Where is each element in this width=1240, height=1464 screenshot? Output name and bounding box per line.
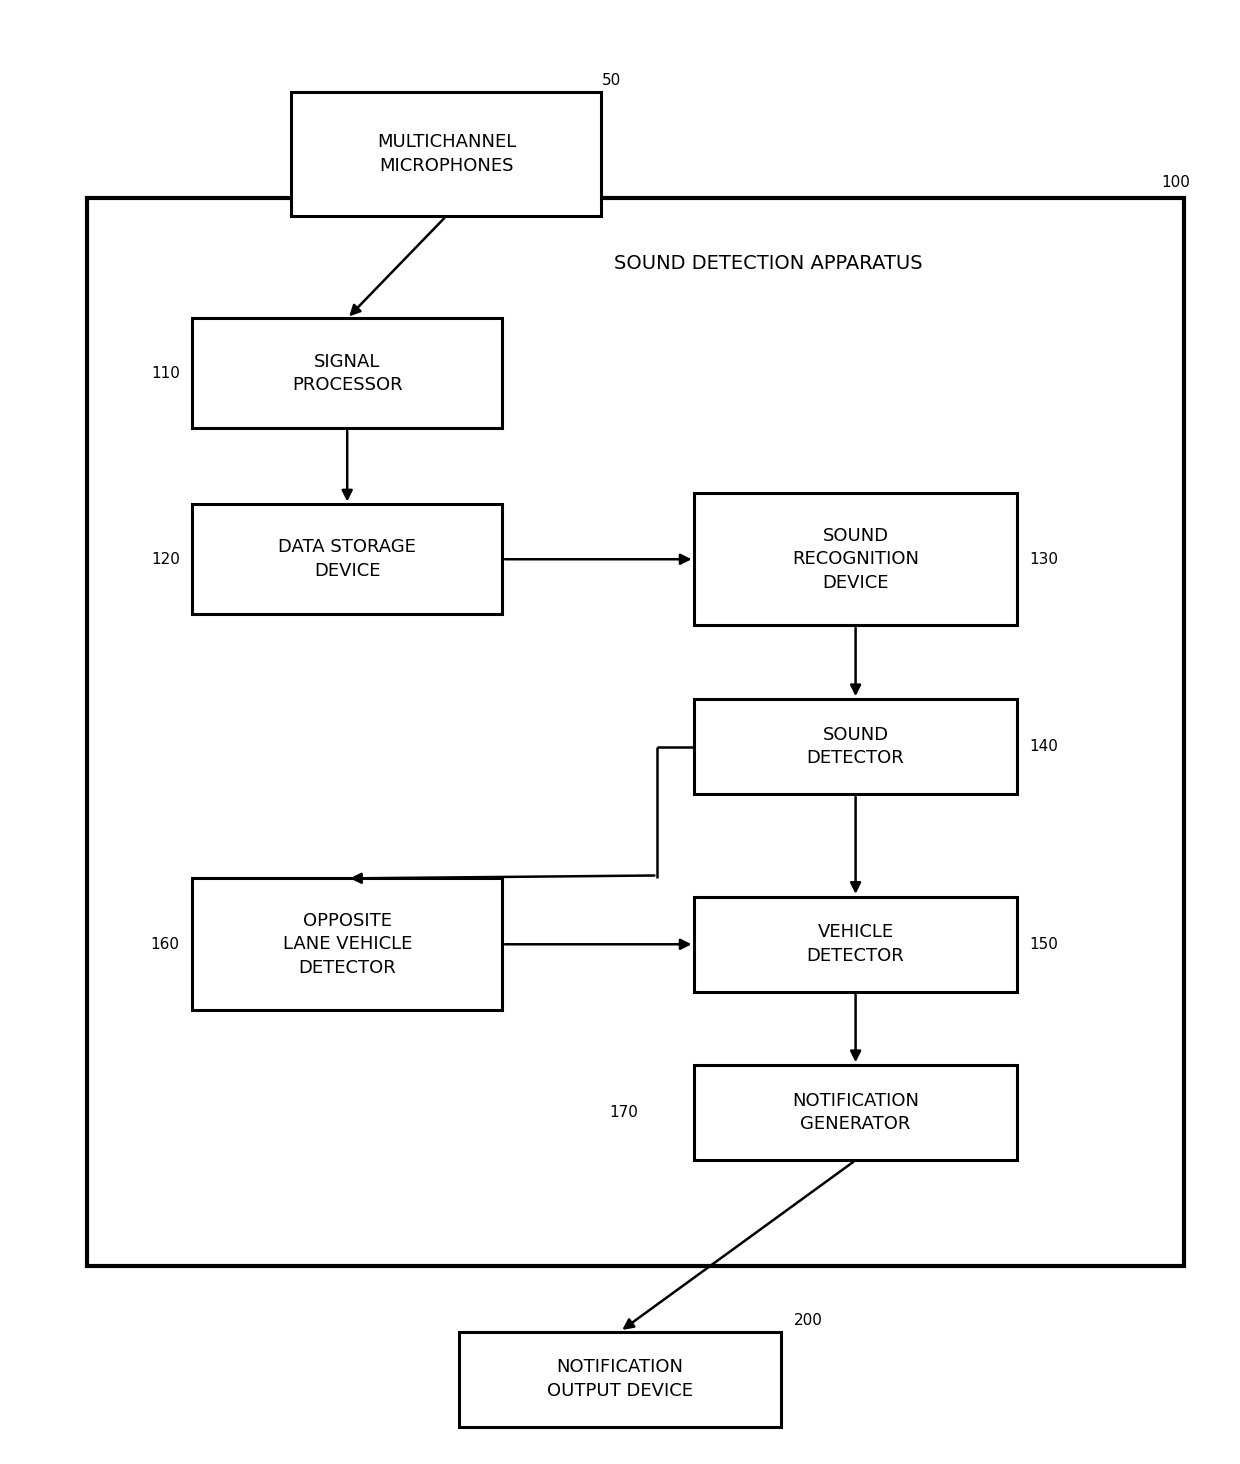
Text: NOTIFICATION
OUTPUT DEVICE: NOTIFICATION OUTPUT DEVICE bbox=[547, 1359, 693, 1400]
Text: SIGNAL
PROCESSOR: SIGNAL PROCESSOR bbox=[291, 353, 403, 394]
Text: 170: 170 bbox=[610, 1105, 639, 1120]
Text: 140: 140 bbox=[1029, 739, 1058, 754]
Text: 150: 150 bbox=[1029, 937, 1058, 952]
Text: SOUND DETECTION APPARATUS: SOUND DETECTION APPARATUS bbox=[615, 255, 923, 272]
FancyBboxPatch shape bbox=[87, 198, 1184, 1266]
Text: DATA STORAGE
DEVICE: DATA STORAGE DEVICE bbox=[278, 539, 417, 580]
FancyBboxPatch shape bbox=[192, 319, 502, 427]
Text: 110: 110 bbox=[151, 366, 180, 381]
FancyBboxPatch shape bbox=[694, 493, 1017, 625]
Text: 120: 120 bbox=[151, 552, 180, 567]
Text: SOUND
RECOGNITION
DEVICE: SOUND RECOGNITION DEVICE bbox=[792, 527, 919, 591]
Text: SOUND
DETECTOR: SOUND DETECTOR bbox=[807, 726, 904, 767]
FancyBboxPatch shape bbox=[694, 700, 1017, 793]
Text: 130: 130 bbox=[1029, 552, 1058, 567]
Text: VEHICLE
DETECTOR: VEHICLE DETECTOR bbox=[807, 924, 904, 965]
FancyBboxPatch shape bbox=[291, 91, 601, 217]
Text: 100: 100 bbox=[1162, 176, 1190, 190]
Text: 50: 50 bbox=[601, 73, 621, 88]
Text: MULTICHANNEL
MICROPHONES: MULTICHANNEL MICROPHONES bbox=[377, 133, 516, 174]
FancyBboxPatch shape bbox=[694, 1066, 1017, 1159]
FancyBboxPatch shape bbox=[694, 896, 1017, 993]
FancyBboxPatch shape bbox=[459, 1332, 781, 1426]
Text: OPPOSITE
LANE VEHICLE
DETECTOR: OPPOSITE LANE VEHICLE DETECTOR bbox=[283, 912, 412, 976]
Text: 200: 200 bbox=[794, 1313, 822, 1328]
Text: NOTIFICATION
GENERATOR: NOTIFICATION GENERATOR bbox=[792, 1092, 919, 1133]
Text: 160: 160 bbox=[151, 937, 180, 952]
FancyBboxPatch shape bbox=[192, 878, 502, 1010]
FancyBboxPatch shape bbox=[192, 504, 502, 615]
